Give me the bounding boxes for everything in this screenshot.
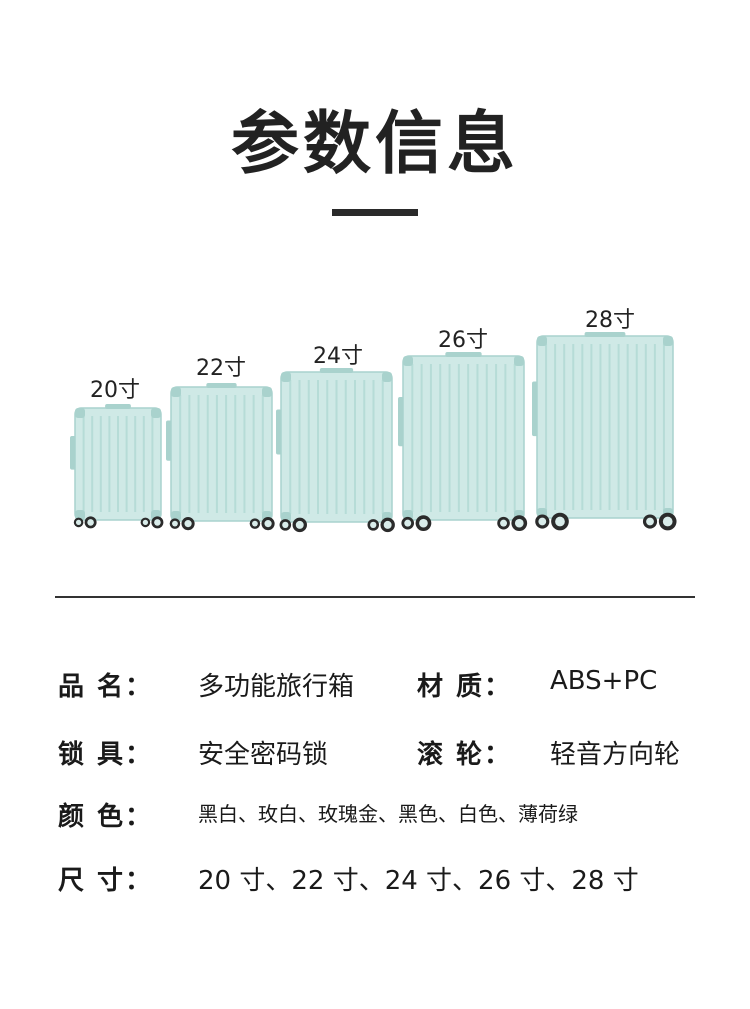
spec-material-label: 材 质： xyxy=(417,672,513,702)
title-underline xyxy=(332,209,418,216)
spec-lock-value: 安全密码锁 xyxy=(198,740,329,770)
spec-color-value: 黑白、玫白、玫瑰金、黑色、白色、薄荷绿 xyxy=(198,802,578,826)
size-label-22: 22寸 xyxy=(196,356,246,381)
suitcase-28 xyxy=(532,332,677,531)
suitcase-20 xyxy=(70,404,164,529)
size-label-24: 24寸 xyxy=(313,344,363,369)
spec-size-label: 尺 寸： xyxy=(58,866,154,896)
suitcase-size-comparison xyxy=(70,332,677,533)
spec-wheel-label: 滚 轮： xyxy=(417,740,513,770)
spec-color-label: 颜 色： xyxy=(58,802,154,832)
spec-name-label: 品 名： xyxy=(58,672,154,702)
suitcase-26 xyxy=(398,352,528,532)
spec-size-value: 20 寸、22 寸、24 寸、26 寸、28 寸 xyxy=(198,866,639,896)
spec-lock-label: 锁 具： xyxy=(58,740,154,770)
page-title: 参数信息 xyxy=(230,105,519,184)
size-label-20: 20寸 xyxy=(90,378,140,403)
size-label-28: 28寸 xyxy=(585,308,635,333)
section-divider xyxy=(55,596,695,598)
spec-wheel-value: 轻音方向轮 xyxy=(550,740,681,770)
spec-material-value: ABS+PC xyxy=(550,666,658,696)
spec-name-value: 多功能旅行箱 xyxy=(198,672,355,702)
size-label-26: 26寸 xyxy=(438,328,488,353)
suitcase-22 xyxy=(166,383,275,531)
suitcase-24 xyxy=(276,368,395,533)
